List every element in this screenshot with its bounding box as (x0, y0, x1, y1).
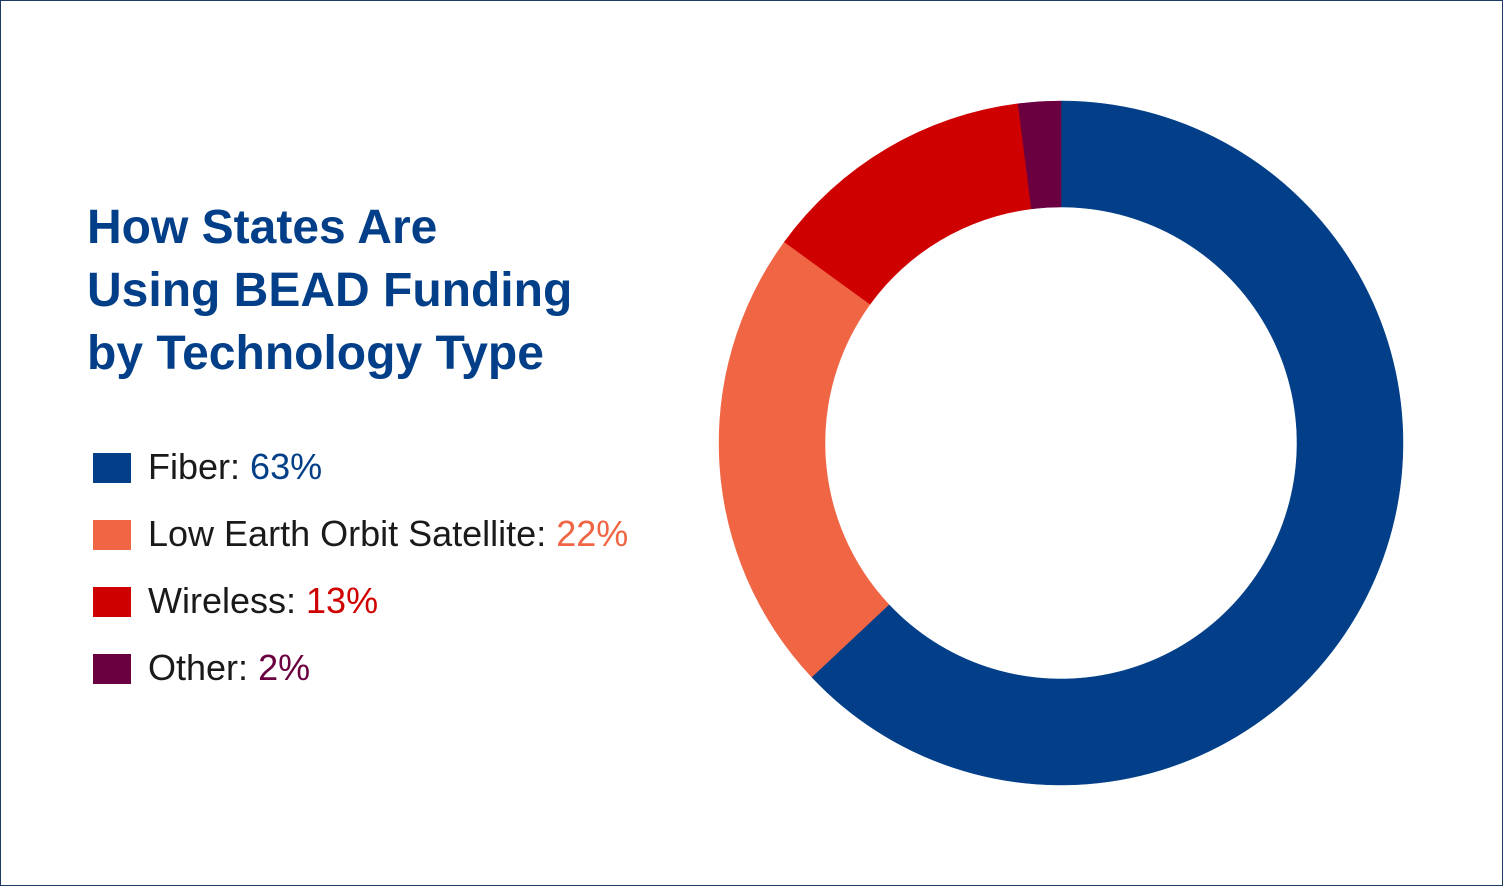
chart-title-line-1: How States Are (87, 201, 438, 254)
legend-value-other: 2% (258, 647, 311, 688)
legend-value-leo-satellite: 22% (556, 513, 629, 554)
legend-text-fiber: Fiber: 63% (148, 446, 323, 487)
chart-title: How States Are Using BEAD Funding by Tec… (87, 196, 707, 385)
legend-swatch-wireless (93, 587, 131, 617)
legend-swatch-fiber (93, 453, 131, 483)
legend-value-fiber: 63% (250, 446, 323, 487)
donut-chart (718, 100, 1404, 786)
legend-text-other: Other: 2% (148, 647, 311, 688)
legend-swatch-other (93, 654, 131, 684)
legend-value-wireless: 13% (306, 580, 379, 621)
donut-slice-low-earth-orbit-satellite (718, 241, 890, 678)
legend-text-wireless: Wireless: 13% (148, 580, 379, 621)
legend-label-leo-satellite: Low Earth Orbit Satellite (148, 513, 537, 554)
chart-title-line-2: Using BEAD Funding (87, 264, 573, 317)
legend-text-leo-satellite: Low Earth Orbit Satellite: 22% (148, 513, 629, 554)
chart-title-line-3: by Technology Type (87, 327, 544, 380)
legend-label-other: Other (148, 647, 239, 688)
legend-label-wireless: Wireless (148, 580, 287, 621)
donut-slice-other (1017, 100, 1062, 210)
legend-swatch-leo-satellite (93, 520, 131, 550)
donut-slice-fiber (811, 100, 1404, 786)
legend-label-fiber: Fiber (148, 446, 231, 487)
